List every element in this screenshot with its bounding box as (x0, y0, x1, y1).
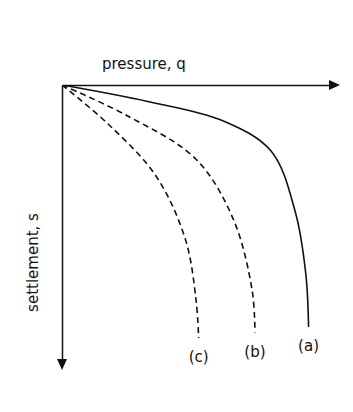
y-axis-title: settlement, s (24, 213, 42, 312)
y-axis-line (62, 86, 64, 361)
x-axis-title: pressure, q (102, 55, 186, 73)
curve (62, 85, 309, 327)
y-axis (62, 86, 63, 361)
chart: pressure, q settlement, s (a) (b) (c) (0, 0, 353, 412)
x-axis-line (63, 85, 331, 87)
curve (62, 85, 199, 338)
curve (62, 85, 255, 333)
x-arrow (329, 80, 340, 90)
plot-area (62, 85, 309, 338)
curve-label: (a) (298, 337, 319, 355)
curve-label: (b) (244, 343, 265, 361)
x-axis (63, 85, 331, 86)
y-arrow (57, 359, 67, 370)
curve-label: (c) (189, 348, 209, 366)
